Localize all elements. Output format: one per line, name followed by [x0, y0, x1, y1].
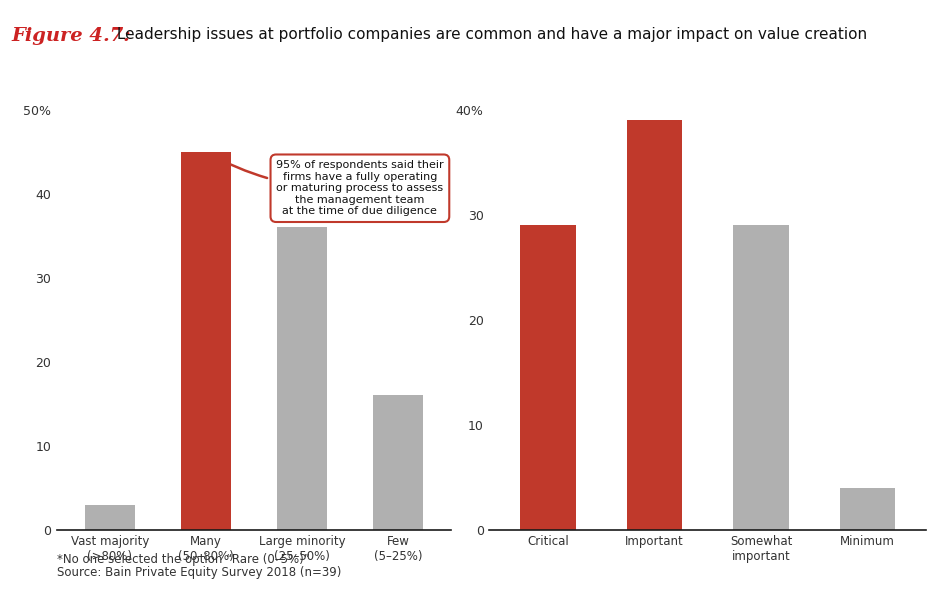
- Text: Source: Bain Private Equity Survey 2018 (n=39): Source: Bain Private Equity Survey 2018 …: [57, 566, 341, 579]
- Bar: [85, 505, 135, 530]
- Bar: [521, 225, 576, 530]
- Bar: [627, 120, 682, 530]
- Text: How often have you faced organisational issues
on the leadership team of portfol: How often have you faced organisational …: [65, 63, 444, 96]
- Bar: [181, 152, 231, 530]
- Bar: [840, 488, 895, 530]
- Text: *No one selected the option “Rare (0–5%)”: *No one selected the option “Rare (0–5%)…: [57, 554, 310, 566]
- Bar: [733, 225, 788, 530]
- Bar: [277, 227, 327, 530]
- Bar: [373, 395, 424, 530]
- Text: What is the effect of those organisational issues on value creation?: What is the effect of those organisation…: [443, 72, 950, 86]
- Text: Figure 4.7:: Figure 4.7:: [11, 27, 131, 46]
- Text: 95% of respondents said their
firms have a fully operating
or maturing process t: 95% of respondents said their firms have…: [211, 155, 444, 216]
- Text: Leadership issues at portfolio companies are common and have a major impact on v: Leadership issues at portfolio companies…: [112, 27, 867, 43]
